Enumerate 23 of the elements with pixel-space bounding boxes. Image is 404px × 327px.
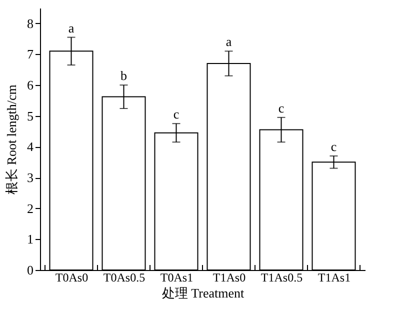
annotation: c: [173, 106, 180, 122]
annotation: a: [68, 20, 74, 36]
x-axis-title: 处理 Treatment: [162, 286, 244, 300]
annotation: a: [226, 34, 232, 50]
y-tick-label: 4: [27, 139, 34, 154]
x-tick-label: T0As0.5: [103, 270, 146, 284]
y-tick-label: 5: [27, 108, 34, 124]
x-tick-label: T0As1: [160, 270, 194, 284]
x-tick-label: T1As0: [212, 270, 246, 284]
y-tick-label: 3: [27, 170, 34, 186]
y-tick-label: 6: [27, 78, 34, 93]
y-tick-label: 7: [27, 46, 34, 62]
x-tick-label: T0As0: [55, 270, 88, 284]
y-tick-label: 8: [27, 16, 34, 31]
annotation: c: [278, 100, 284, 116]
x-tick-label: T1As0.5: [260, 270, 303, 284]
y-tick-label: 2: [27, 200, 34, 216]
y-tick-label: 1: [27, 232, 34, 247]
x-tick-label: T1As1: [318, 270, 351, 284]
annotation: c: [330, 138, 337, 154]
y-tick-label: 0: [27, 262, 34, 278]
y-axis-title: 根长 Root length/cm: [4, 84, 19, 194]
annotation: b: [120, 68, 127, 84]
